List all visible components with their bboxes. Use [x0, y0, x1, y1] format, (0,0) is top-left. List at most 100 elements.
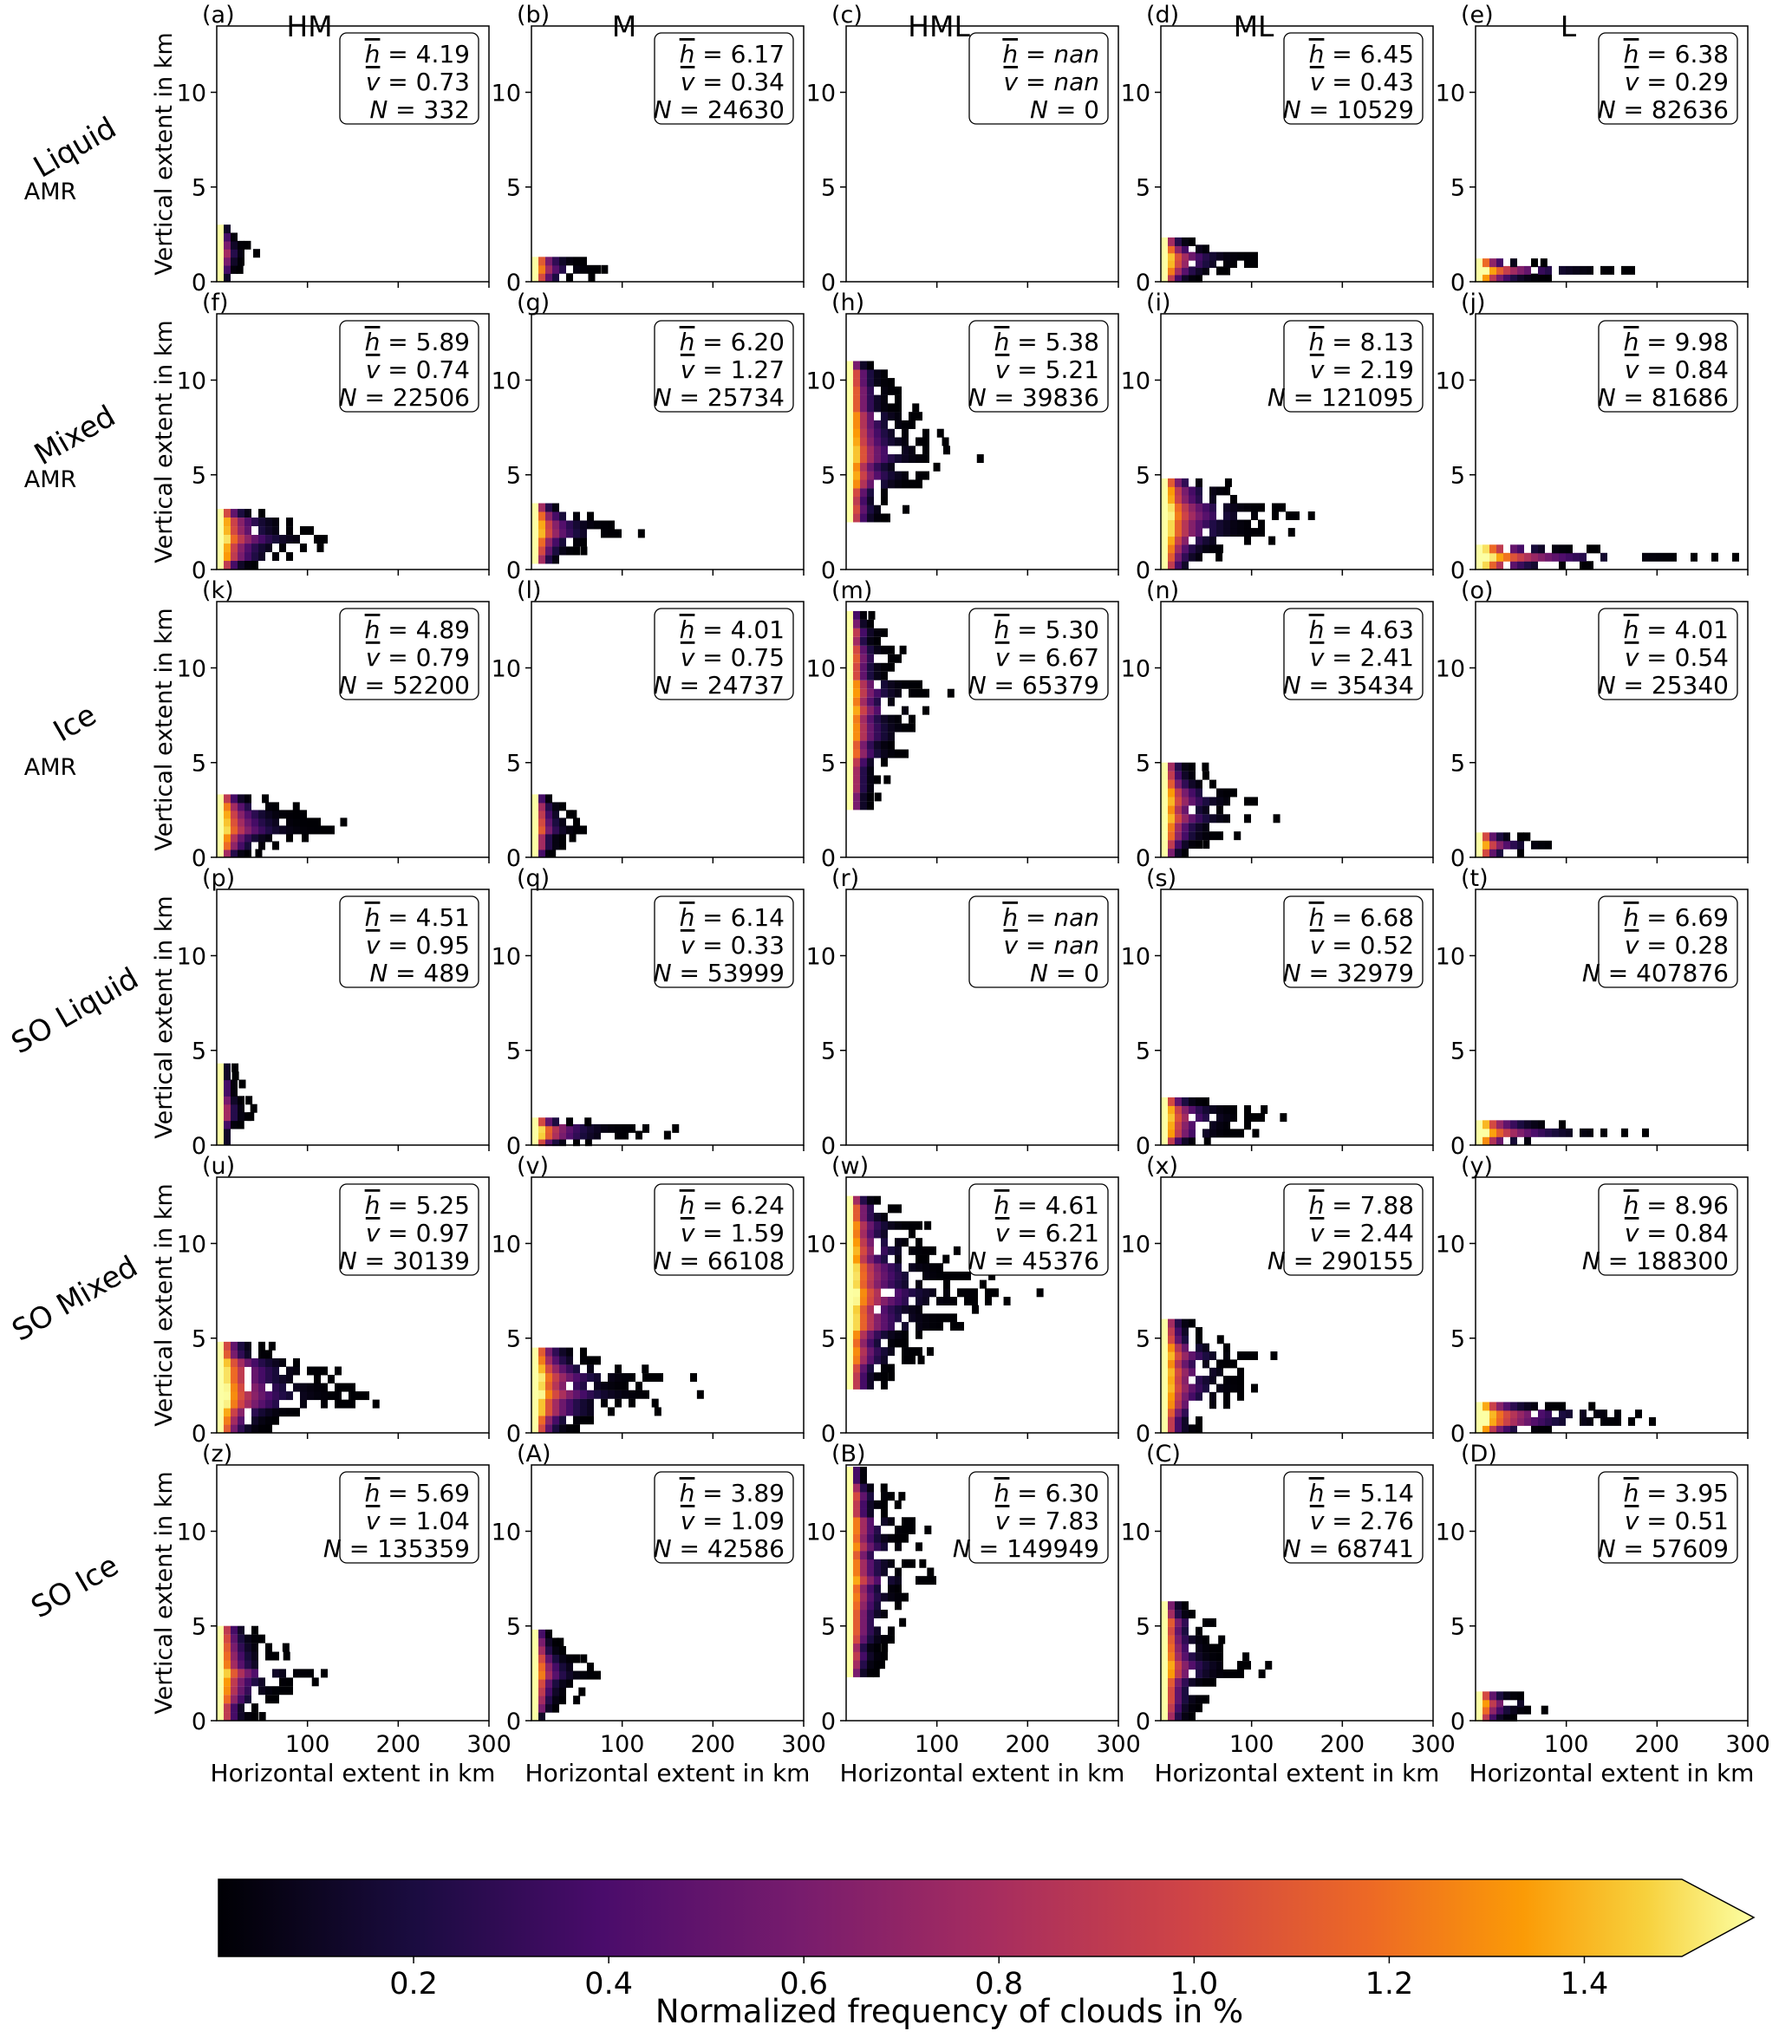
heatmap-cell: [1168, 266, 1175, 276]
row-sublabel: AMR: [24, 754, 77, 781]
heatmap-cell: [1168, 1703, 1175, 1713]
heatmap-cell: [1182, 1686, 1189, 1696]
stat-h: h = 6.69: [1624, 903, 1729, 932]
heatmap-cell: [1182, 849, 1189, 858]
heatmap-cell: [860, 628, 867, 637]
heatmap-cell: [1538, 273, 1545, 283]
heatmap-cell: [846, 1643, 853, 1652]
heatmap-cell: [573, 1381, 580, 1390]
heatmap-cell: [1223, 511, 1230, 521]
heatmap-cell: [268, 1341, 276, 1351]
y-tick-label: 5: [506, 175, 521, 202]
heatmap-cell: [853, 1492, 860, 1501]
stat-value: = nan: [1018, 931, 1099, 960]
heatmap-cell: [224, 1136, 231, 1146]
stat-symbol: v: [1625, 643, 1639, 672]
heatmap-cell: [300, 526, 307, 536]
heatmap-cell: [1196, 1335, 1202, 1344]
stats-box: [1598, 32, 1738, 125]
heatmap-cell: [922, 1322, 929, 1331]
heatmap-cell: [1531, 1402, 1538, 1411]
heatmap-cell: [217, 1063, 224, 1072]
x-tick-label: 200: [1320, 1731, 1365, 1758]
heatmap-cell: [1538, 1409, 1545, 1419]
heatmap-cell: [307, 825, 314, 835]
stat-symbol: v: [1625, 68, 1639, 96]
heatmap-cell: [846, 1474, 853, 1484]
heatmap-cell: [531, 1703, 538, 1713]
heatmap-cell: [1496, 258, 1503, 268]
heatmap-cell: [559, 841, 566, 850]
y-tick-label: 10: [492, 368, 521, 394]
heatmap-cell: [545, 1670, 552, 1680]
heatmap-cell: [1161, 1635, 1168, 1644]
heatmap-cell: [860, 1380, 867, 1390]
heatmap-cell: [1223, 788, 1230, 797]
stat-v: v = 0.51: [1625, 1507, 1729, 1535]
heatmap-cell: [867, 1204, 874, 1214]
heatmap-cell: [860, 758, 867, 767]
heatmap-cell: [1482, 1120, 1489, 1129]
heatmap-cell: [1161, 1105, 1168, 1115]
heatmap-cell: [258, 825, 265, 835]
heatmap-cell: [853, 706, 860, 715]
stat-h: h = 7.88: [1309, 1191, 1414, 1220]
heatmap-cell: [251, 1703, 258, 1713]
heatmap-cell: [853, 394, 860, 404]
heatmap-cell: [552, 1637, 559, 1647]
heatmap-cell: [1244, 1661, 1251, 1670]
heatmap-cell: [860, 1576, 867, 1585]
heatmap-cell: [1691, 552, 1698, 562]
heatmap-cell: [1202, 1105, 1209, 1115]
heatmap-cell: [552, 546, 559, 556]
heatmap-cell: [853, 775, 860, 784]
heatmap-cell: [552, 257, 559, 266]
heatmap-cell: [224, 240, 231, 250]
stat-value: = 135359: [342, 1534, 470, 1563]
heatmap-cell: [1545, 1416, 1552, 1426]
heatmap-cell: [615, 1390, 622, 1399]
heatmap-cell: [1161, 1695, 1168, 1704]
heatmap-cell: [1182, 1644, 1189, 1653]
heatmap-cell: [1168, 849, 1175, 858]
heatmap-cell: [587, 1373, 594, 1383]
heatmap-cell: [853, 1567, 860, 1577]
heatmap-cell: [258, 1399, 265, 1409]
heatmap-cell: [545, 1663, 552, 1672]
heatmap-cell: [335, 1399, 342, 1409]
heatmap-cell: [1517, 1416, 1524, 1426]
heatmap-cell: [867, 697, 874, 706]
heatmap-cell: [531, 1398, 538, 1408]
heatmap-cell: [1580, 1416, 1587, 1426]
stat-value: = 30139: [357, 1247, 470, 1275]
heatmap-cell: [1161, 1318, 1168, 1328]
heatmap-cell: [867, 1322, 874, 1331]
heatmap-cell: [545, 1679, 552, 1689]
heatmap-cell: [224, 1399, 231, 1409]
heatmap-cell: [238, 1375, 244, 1384]
heatmap-cell: [867, 1626, 874, 1636]
heatmap-cell: [902, 749, 909, 758]
heatmap-cell: [943, 446, 950, 455]
x-axis-label: Horizontal extent in km: [525, 1759, 811, 1787]
heatmap-cell: [224, 1669, 231, 1678]
heatmap-cell: [860, 714, 867, 724]
heatmap-cell: [1489, 849, 1496, 858]
heatmap-cell: [874, 1601, 881, 1611]
stat-value: = 42586: [672, 1534, 785, 1563]
heatmap-cell: [860, 1467, 867, 1476]
heatmap-cell: [846, 645, 853, 654]
heatmap-cell: [1510, 544, 1517, 554]
heatmap-cell: [846, 479, 853, 489]
heatmap-cell: [888, 1559, 895, 1568]
heatmap-cell: [545, 273, 552, 283]
stat-N: N = 24630: [654, 95, 785, 124]
heatmap-cell: [1503, 1120, 1510, 1129]
heatmap-cell: [231, 1712, 238, 1722]
heatmap-cell: [874, 454, 881, 464]
stat-N: N = 489: [369, 959, 470, 987]
heatmap-cell: [1175, 536, 1182, 545]
heatmap-cell: [860, 1635, 867, 1644]
